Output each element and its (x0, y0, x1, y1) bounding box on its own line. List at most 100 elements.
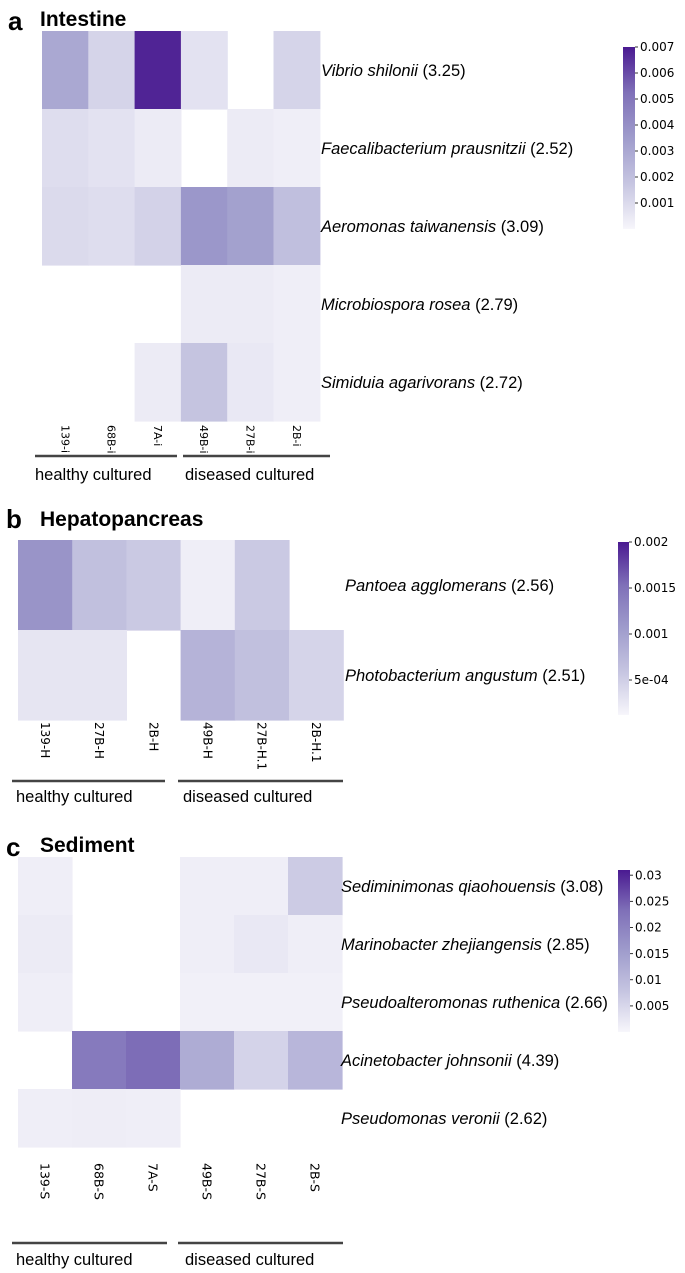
heatmap-cell (180, 915, 235, 974)
lda-score: (2.66) (560, 994, 608, 1012)
lda-score: (2.85) (542, 936, 590, 954)
heatmap-cell (227, 109, 275, 188)
sample-tick-label: 49B-H (201, 722, 215, 759)
row-label: Vibrio shilonii (3.25) (321, 62, 466, 80)
sample-tick-label: 2B-H.1 (309, 722, 323, 762)
heatmap-cell (180, 31, 228, 110)
colorbar-tick-label: 0.002 (634, 535, 668, 549)
heatmap-cell (288, 857, 343, 916)
colorbar-tick-label: 0.007 (640, 40, 674, 54)
heatmap-cell (180, 265, 228, 344)
colorbar-tick-label: 0.005 (640, 92, 674, 106)
group-label-healthy: healthy cultured (16, 1251, 133, 1269)
colorbar-tick-label: 0.001 (634, 627, 668, 641)
colorbar-tick-label: 0.02 (635, 921, 662, 935)
heatmap-cell (180, 630, 236, 721)
group-label-diseased: diseased cultured (185, 1251, 314, 1269)
group-label-healthy: healthy cultured (35, 466, 152, 484)
row-label: Microbiospora rosea (2.79) (321, 296, 518, 314)
group-label-diseased: diseased cultured (183, 788, 312, 806)
heatmap-cell (234, 540, 290, 631)
heatmap-cell (126, 540, 182, 631)
heatmap-cell (42, 31, 89, 110)
heatmap-cell (227, 187, 275, 266)
row-label: Pseudoalteromonas ruthenica (2.66) (341, 994, 608, 1012)
lda-score: (2.56) (506, 577, 554, 595)
colorbar (618, 870, 630, 1032)
lda-score: (2.51) (538, 667, 586, 685)
colorbar-tick-label: 0.001 (640, 196, 674, 210)
sample-tick-label: 7A-S (146, 1163, 161, 1192)
heatmap-cell (134, 343, 182, 422)
colorbar-tick-label: 0.006 (640, 66, 674, 80)
heatmap-cell (88, 187, 136, 266)
sample-tick-label: 27B-i (244, 425, 257, 454)
heatmap-cell (42, 109, 89, 188)
colorbar-tick-label: 0.002 (640, 170, 674, 184)
colorbar-tick-label: 0.03 (635, 868, 662, 882)
sample-tick-label: 49B-S (200, 1163, 215, 1200)
heatmap-cell (72, 630, 127, 721)
lda-score: (3.09) (496, 218, 544, 236)
sample-tick-label: 2B-i (290, 425, 303, 447)
colorbar-tick-label: 0.003 (640, 144, 674, 158)
heatmap-cell (134, 109, 182, 188)
lda-score: (2.52) (526, 140, 574, 158)
species-name: Faecalibacterium prausnitzii (321, 140, 527, 158)
heatmap-cell (234, 973, 289, 1032)
heatmap-cell (180, 540, 236, 631)
colorbar-tick-label: 0.01 (635, 973, 662, 987)
colorbar-tick-label: 0.005 (635, 999, 669, 1013)
sample-tick-label: 2B-S (308, 1163, 323, 1192)
row-label: Photobacterium angustum (2.51) (345, 667, 585, 685)
species-name: Pseudoalteromonas ruthenica (341, 994, 560, 1012)
panel-letter: c (6, 832, 20, 862)
heatmap-cell (180, 973, 235, 1032)
panel-title: Hepatopancreas (40, 508, 203, 531)
row-label: Faecalibacterium prausnitzii (2.52) (321, 140, 573, 158)
heatmap-cell (18, 1089, 73, 1148)
lda-score: (3.25) (418, 62, 466, 80)
heatmap-cell (227, 265, 275, 344)
heatmap-cell (234, 915, 289, 974)
heatmap-cell (18, 857, 73, 916)
row-label: Acinetobacter johnsonii (4.39) (340, 1052, 559, 1070)
species-name: Microbiospora rosea (321, 296, 470, 314)
sample-tick-label: 49B-i (197, 425, 210, 454)
heatmap-cell (18, 540, 73, 631)
sample-tick-label: 7A-i (151, 425, 164, 446)
heatmap-cell (134, 31, 182, 110)
colorbar-tick-label: 5e-04 (634, 673, 669, 687)
panel-title: Intestine (40, 8, 126, 31)
panel-title: Sediment (40, 834, 135, 857)
heatmap-cell (72, 1031, 127, 1090)
row-label: Pantoea agglomerans (2.56) (345, 577, 554, 595)
heatmap-cell (273, 187, 321, 266)
group-label-diseased: diseased cultured (185, 466, 314, 484)
heatmap-cell (273, 109, 321, 188)
heatmap-cell (234, 630, 290, 721)
heatmap-cell (134, 187, 182, 266)
row-label: Aeromonas taiwanensis (3.09) (320, 218, 544, 236)
heatmap-cell (180, 343, 228, 422)
row-label: Marinobacter zhejiangensis (2.85) (341, 936, 590, 954)
sample-tick-label: 27B-S (254, 1163, 269, 1200)
sample-tick-label: 139-H (38, 722, 52, 758)
heatmap-cell (72, 1089, 127, 1148)
lda-score: (2.72) (475, 374, 523, 392)
lda-score: (2.62) (500, 1110, 548, 1128)
heatmap-cell (180, 857, 235, 916)
group-label-healthy: healthy cultured (16, 788, 133, 806)
lda-score: (3.08) (556, 878, 604, 896)
colorbar (618, 542, 629, 715)
sample-tick-label: 68B-S (92, 1163, 107, 1200)
species-name: Acinetobacter johnsonii (340, 1052, 513, 1070)
heatmap-cell (273, 343, 321, 422)
heatmap-cell (18, 630, 73, 721)
species-name: Sediminimonas qiaohouensis (341, 878, 556, 896)
species-name: Aeromonas taiwanensis (320, 218, 496, 236)
panel-letter: a (8, 6, 23, 36)
sample-tick-label: 139-i (58, 425, 71, 453)
heatmap-cell (42, 187, 89, 266)
lda-score: (2.79) (470, 296, 518, 314)
